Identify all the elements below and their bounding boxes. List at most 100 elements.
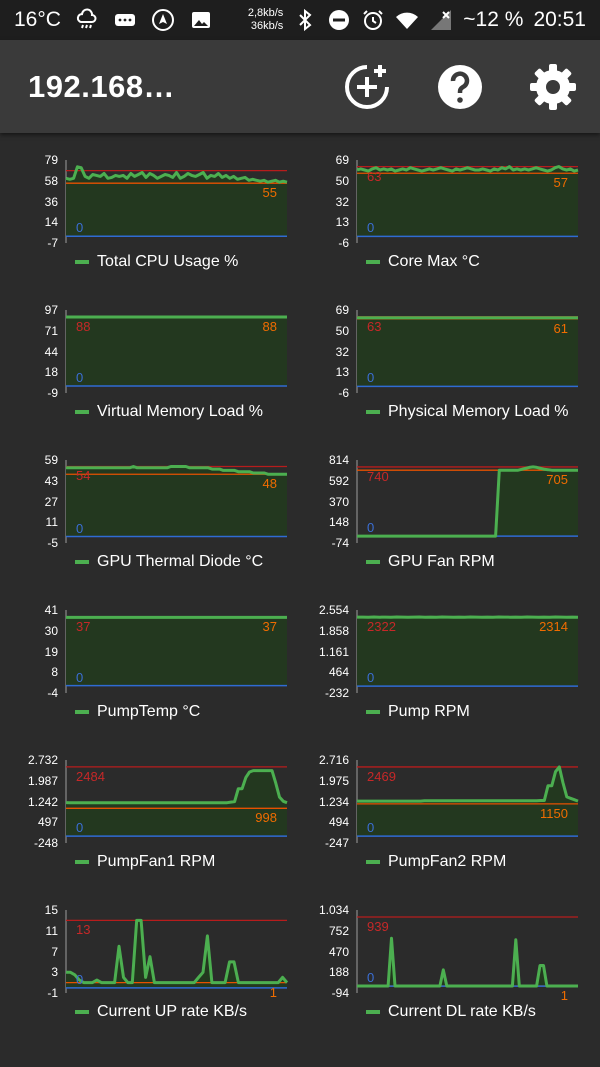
bluetooth-icon	[299, 8, 312, 32]
alarm-icon	[363, 10, 384, 30]
current-value-label: 1	[269, 984, 277, 1000]
y-tick-label: 497	[37, 815, 58, 830]
y-tick-label: -248	[33, 836, 58, 850]
status-bar: 16°C 2,8kb/s 36kb/s ~12 % 20:51	[0, 0, 600, 40]
y-tick-label: 1.975	[318, 773, 349, 788]
y-tick-label: -94	[331, 986, 349, 1000]
keyboard-icon	[114, 14, 135, 26]
current-value-label: 2314	[539, 619, 568, 635]
current-value-label: 57	[553, 175, 568, 191]
y-tick-label: 27	[44, 494, 58, 509]
chart-7: 2.554 1.858 1.161 464 -232 2322 2314 0 Pump RPM	[291, 600, 591, 750]
y-tick-label: 30	[44, 623, 58, 638]
y-tick-label: 69	[335, 153, 349, 167]
legend-label: PumpTemp °C	[97, 703, 201, 720]
y-tick-label: 1.034	[318, 903, 349, 917]
weather-rain-icon	[76, 8, 97, 29]
max-value-label: 13	[76, 922, 91, 938]
legend-swatch	[366, 410, 380, 414]
chart-plot	[356, 760, 579, 843]
y-tick-label: 11	[45, 923, 58, 938]
legend-swatch	[75, 710, 89, 714]
legend-swatch	[366, 710, 380, 714]
legend-swatch	[75, 1010, 89, 1014]
chart-3: 69 50 32 13 -6 63 61 0 Physical Memory Load %	[291, 300, 591, 450]
chart-6: 41 30 19 8 -4 37 37 0 PumpTemp °C	[0, 600, 300, 750]
y-tick-label: 752	[328, 923, 349, 938]
y-tick-label: 470	[328, 944, 349, 959]
legend-swatch	[366, 560, 380, 564]
settings-button[interactable]	[528, 62, 578, 112]
chart-2: 97 71 44 18 -9 88 88 0 Virtual Memory Load %	[0, 300, 300, 450]
legend-swatch	[366, 860, 380, 864]
y-tick-label: 1.234	[318, 794, 349, 809]
current-value-label: 55	[262, 185, 277, 201]
chart-legend: PumpFan1 RPM	[75, 853, 215, 871]
max-value-label: 2469	[367, 768, 396, 784]
chart-plot	[65, 160, 288, 243]
y-tick-label: 2.732	[27, 753, 58, 767]
series-line	[65, 165, 288, 184]
app-bar: 192.168…	[0, 40, 600, 133]
max-value-label: 54	[76, 468, 91, 484]
chart-plot	[65, 760, 288, 843]
help-button[interactable]	[435, 62, 485, 112]
chart-1: 69 50 32 13 -6 63 57 0 Core Max °C	[291, 150, 591, 300]
chart-legend: GPU Fan RPM	[366, 553, 495, 571]
y-tick-label: 494	[328, 815, 349, 830]
legend-swatch	[75, 260, 89, 264]
page-title: 192.168…	[28, 69, 176, 104]
max-value-label: 63	[367, 318, 382, 334]
y-tick-label: 97	[44, 303, 58, 317]
series-area	[66, 466, 287, 537]
chart-legend: Current DL rate KB/s	[366, 1003, 536, 1021]
y-tick-label: 18	[44, 365, 58, 380]
chart-0: 79 58 36 14 -7 55 0 Total CPU Usage %	[0, 150, 300, 300]
legend-label: Physical Memory Load %	[388, 403, 569, 420]
series-area	[357, 317, 578, 387]
current-value-label: 998	[255, 810, 277, 826]
chart-plot	[65, 910, 289, 993]
image-icon	[191, 12, 210, 28]
min-value-label: 0	[367, 970, 375, 986]
max-value-label: 2484	[76, 768, 105, 784]
y-tick-label: 50	[335, 323, 349, 338]
chart-4: 59 43 27 11 -5 54 48 0 GPU Thermal Diode °C	[0, 450, 300, 600]
add-button[interactable]	[342, 62, 392, 112]
min-value-label: 0	[76, 369, 84, 385]
series-area	[357, 617, 578, 687]
max-value-label: 63	[367, 168, 382, 184]
y-tick-label: -232	[324, 686, 349, 700]
max-value-label: 2322	[367, 618, 396, 634]
chart-legend: PumpTemp °C	[75, 703, 200, 721]
chart-9: 2.716 1.975 1.234 494 -247 2469 1150 0 PumpFan2 …	[291, 750, 591, 900]
max-value-label: 88	[76, 319, 91, 335]
current-value-label: 1150	[540, 805, 568, 821]
chart-legend: Core Max °C	[366, 253, 480, 271]
max-value-label: 939	[367, 918, 389, 934]
y-tick-label: 1.987	[27, 773, 58, 788]
legend-label: Total CPU Usage %	[97, 253, 239, 270]
no-signal-icon	[431, 10, 452, 30]
y-tick-label: 1.161	[318, 644, 349, 659]
navigation-icon	[151, 9, 174, 31]
series-area	[357, 466, 578, 537]
y-tick-label: 7	[51, 944, 58, 959]
y-tick-label: -4	[47, 686, 58, 700]
temperature-label: 16°C	[14, 8, 61, 31]
y-tick-label: 79	[44, 153, 58, 167]
series-area	[66, 317, 287, 386]
y-tick-label: 59	[44, 453, 58, 467]
y-tick-label: 8	[51, 665, 58, 680]
do-not-disturb-icon	[329, 10, 350, 30]
current-value-label: 88	[262, 319, 277, 335]
chart-plot	[356, 160, 579, 243]
chart-legend: Physical Memory Load %	[366, 403, 569, 421]
y-tick-label: 13	[335, 365, 349, 380]
y-tick-label: 32	[335, 194, 349, 209]
chart-5: 814 592 370 148 -74 740 705 0 GPU Fan RPM	[291, 450, 591, 600]
y-tick-label: -6	[338, 386, 349, 400]
legend-swatch	[366, 1010, 380, 1014]
y-tick-label: 50	[335, 173, 349, 188]
legend-swatch	[75, 560, 89, 564]
